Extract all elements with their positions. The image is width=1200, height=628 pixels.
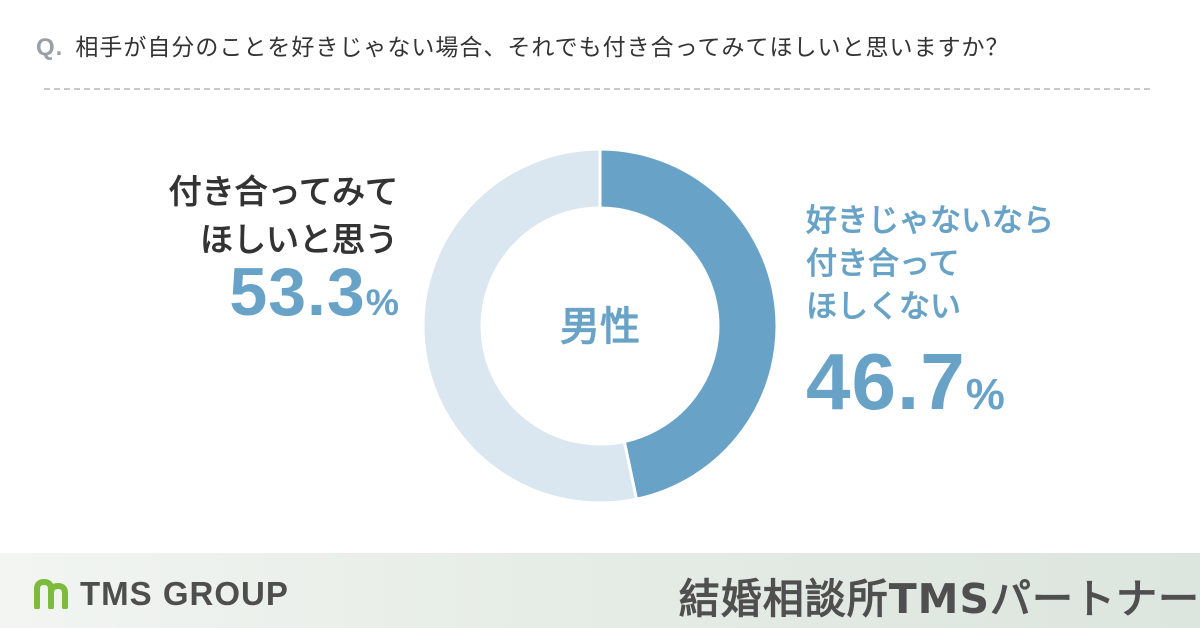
slice-label-line: ほしくない <box>806 289 961 325</box>
slice-label-line: 好きじゃないなら <box>806 203 1054 239</box>
slice-label-line: 付き合ってみて <box>168 172 398 211</box>
percent-sign: % <box>965 370 1006 419</box>
slice-value-number: 53.3 <box>229 254 366 330</box>
question-text: 相手が自分のことを好きじゃない場合、それでも付き合ってみてほしいと思いますか？ <box>75 35 1010 61</box>
footer-banner: TMS GROUP 結婚相談所TMSパートナー <box>0 553 1200 628</box>
slice-value-number: 46.7 <box>806 337 966 426</box>
brand-name: TMS GROUP <box>80 575 289 612</box>
slice-label-line: 付き合って <box>806 246 960 282</box>
donut-center-label: 男性 <box>560 304 640 350</box>
question: Q. 相手が自分のことを好きじゃない場合、それでも付き合ってみてほしいと思います… <box>36 28 1166 62</box>
donut-slice-1 <box>421 147 639 505</box>
slice-value-want-to-date: 53.3% <box>229 252 400 342</box>
dashed-divider <box>44 88 1150 90</box>
agency-name: 結婚相談所TMSパートナー <box>678 575 1200 623</box>
slice-label-dont-want: 好きじゃないなら 付き合って ほしくない <box>806 200 1054 329</box>
question-prefix: Q. <box>36 34 64 61</box>
slice-label-line: ほしいと思う <box>200 220 398 259</box>
slice-value-dont-want: 46.7% <box>806 336 1006 441</box>
brand: TMS GROUP <box>34 575 289 613</box>
percent-sign: % <box>365 281 400 323</box>
donut-slice-0 <box>598 147 779 501</box>
tms-logo-icon <box>34 579 68 609</box>
slice-label-want-to-date: 付き合ってみて ほしいと思う <box>169 168 398 264</box>
